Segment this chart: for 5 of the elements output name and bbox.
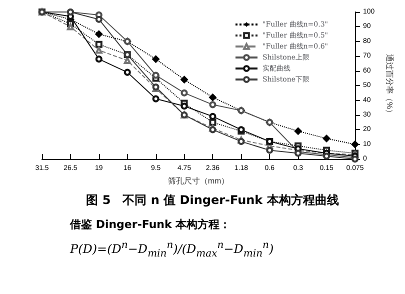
text: P(D)=(D$^{n}$−D$_{min}$$^{n}$)/(D$_{max}$$^{n}$−D$_{min}$$^{n}$) — [70, 240, 274, 260]
x-axis-title: 筛孔尺寸（mm） — [168, 176, 230, 186]
text: 借鉴 Dinger-Funk 本构方程： — [70, 217, 232, 232]
y-axis-title: 通过百分率（%） — [385, 54, 394, 118]
text: 图 5 不同 n 值 Dinger-Funk 本构方程曲线 — [85, 192, 340, 209]
